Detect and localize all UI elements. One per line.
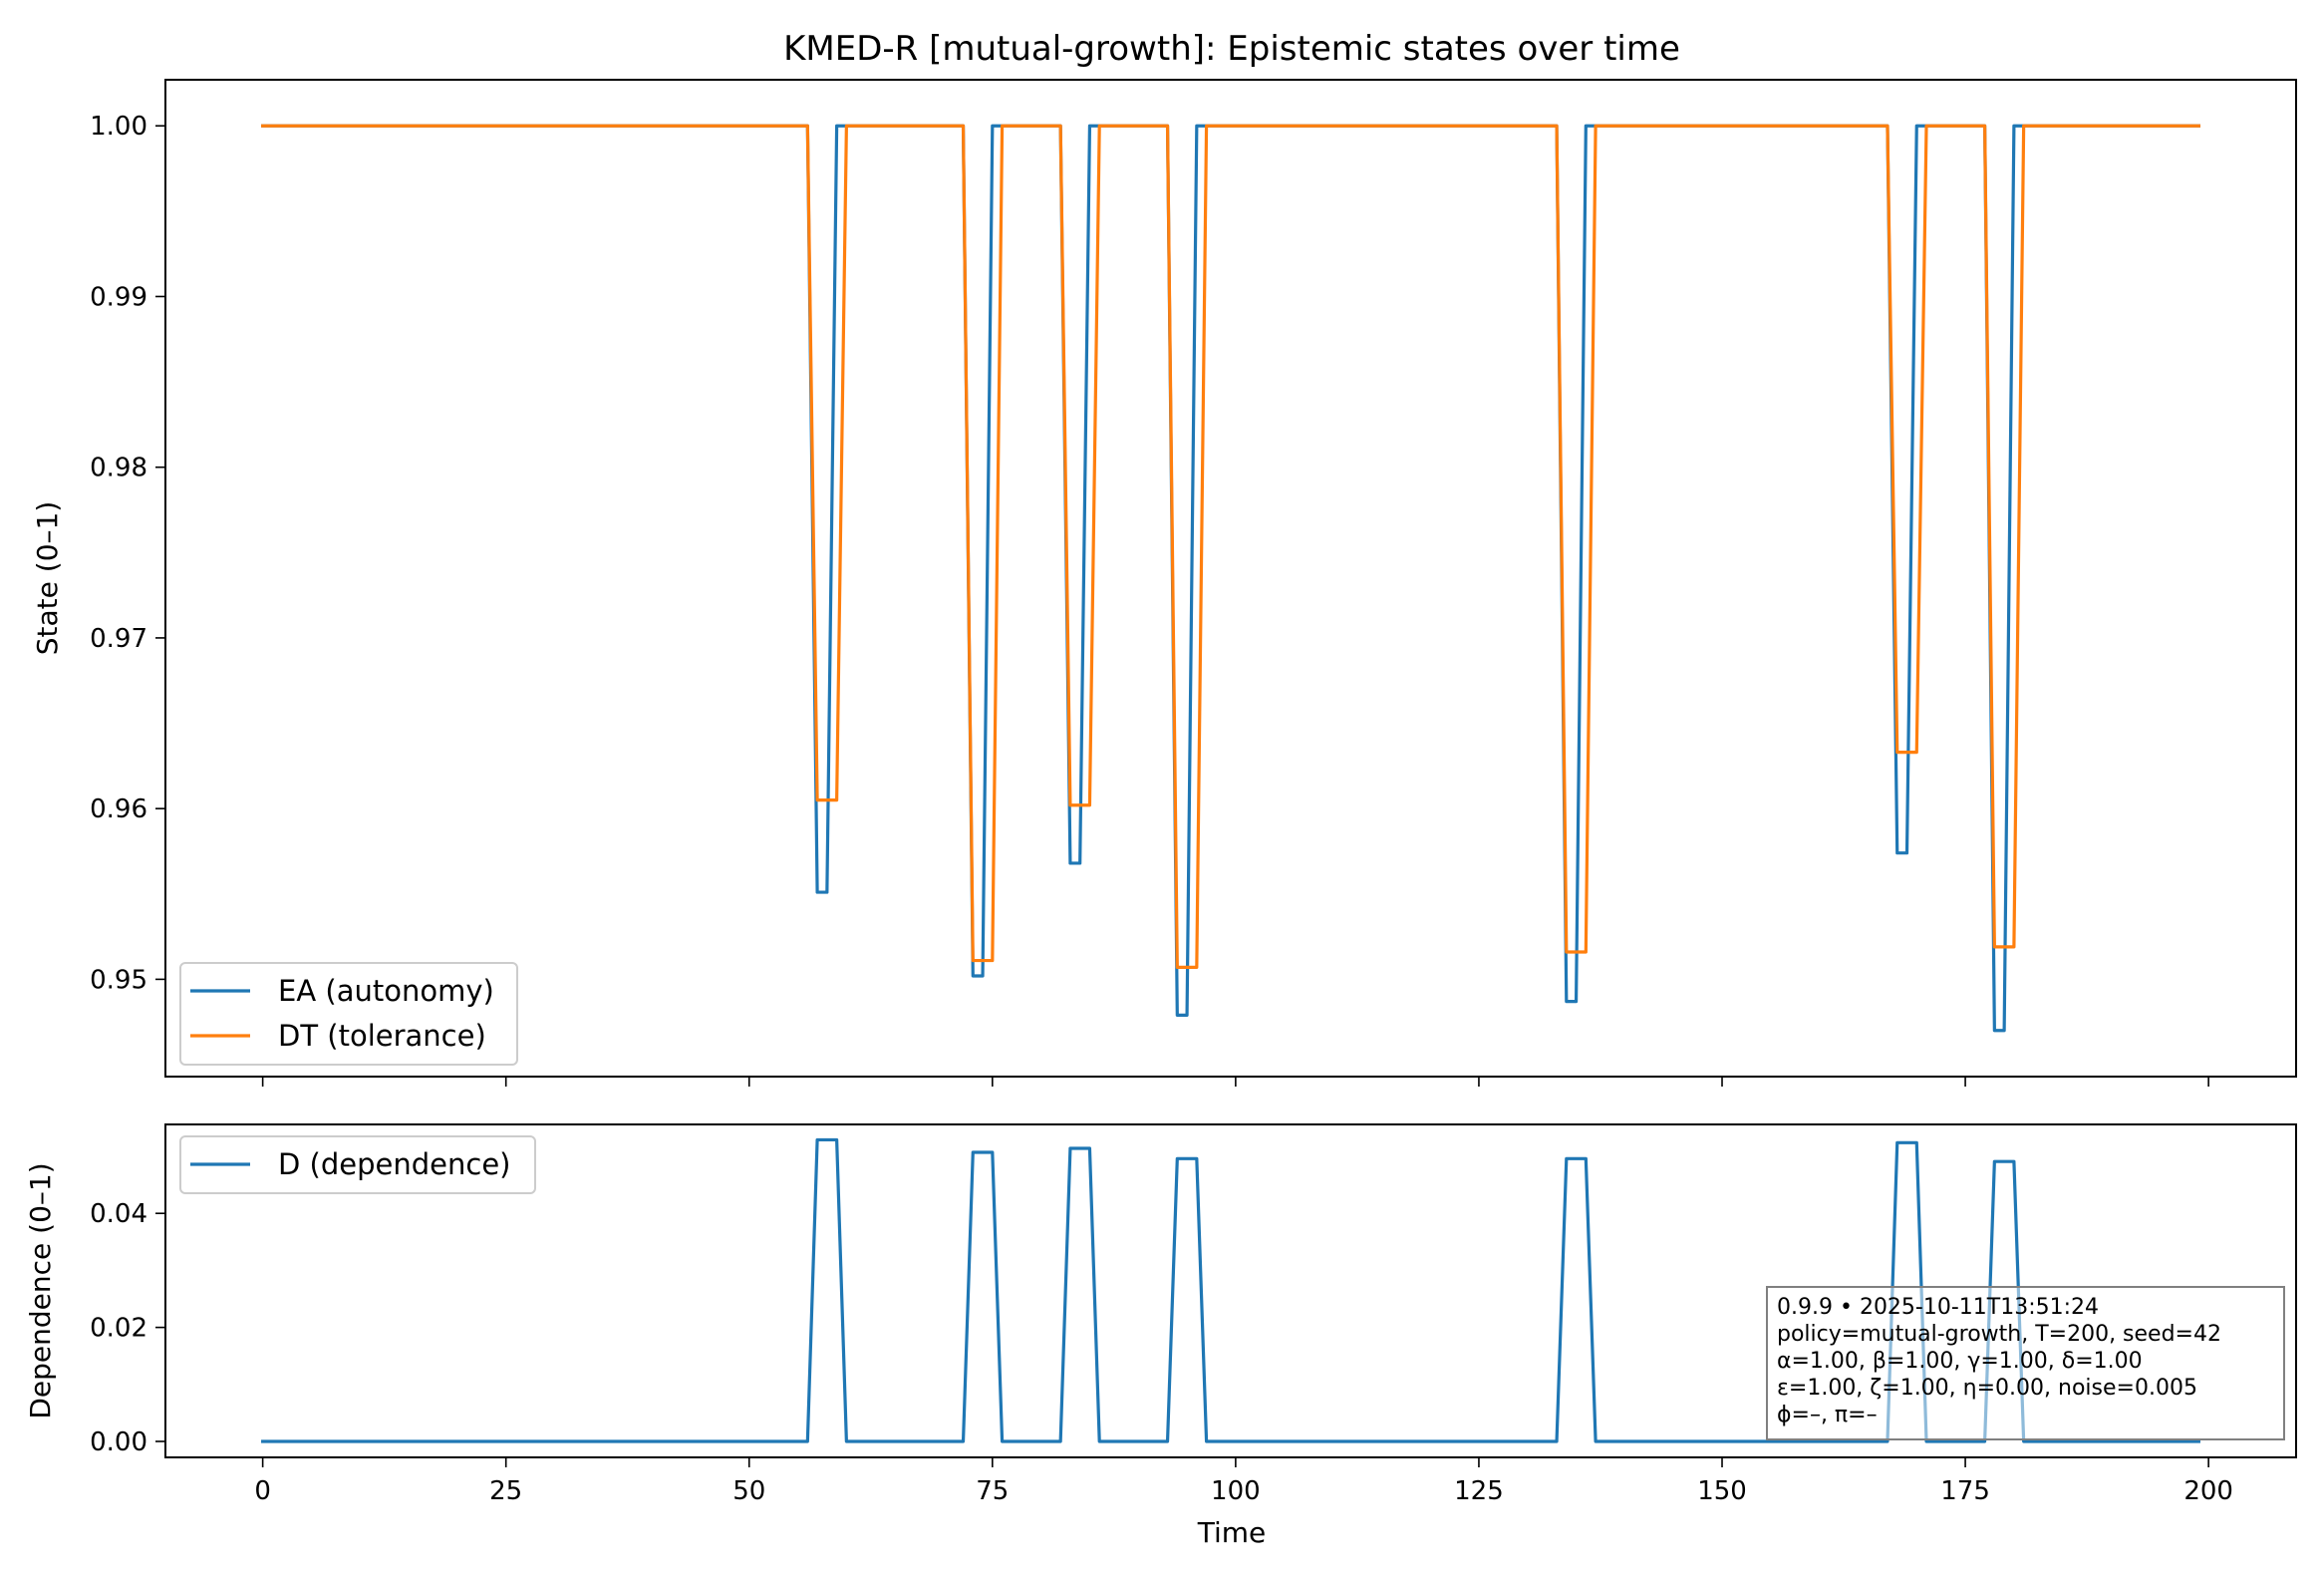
run-info-frame [1766,1286,2285,1440]
dependence-y-tick-label-2: 0.04 [90,1199,147,1229]
dependence-legend-frame [179,1135,536,1194]
state-axis-ticks: 0.95 0.96 0.97 0.98 0.99 1.00 [90,112,2209,1087]
dependence-y-tick-label-0: 0.00 [90,1427,147,1457]
run-info-line-params-3: ϕ=–, π=– [1777,1403,1878,1427]
dependence-x-tick-label-8: 200 [2183,1476,2233,1506]
legend-label-ea: EA (autonomy) [278,974,494,1008]
state-y-tick-label-0: 0.95 [90,965,147,995]
dependence-plot-frame [164,1123,2297,1458]
state-legend: EA (autonomy) DT (tolerance) [179,962,518,1066]
run-info-line-version: 0.9.9 • 2025-10-11T13:51:24 [1777,1295,2099,1320]
state-y-tick-label-3: 0.98 [90,454,147,483]
dependence-legend: D (dependence) [179,1135,536,1194]
state-series-line-1 [261,124,2200,970]
state-y-axis-label: State (0–1) [31,501,64,656]
dependence-y-axis-label: Dependence (0–1) [24,1162,57,1419]
state-series-group [261,124,2200,1033]
run-info-line-params-1: α=1.00, β=1.00, γ=1.00, δ=1.00 [1777,1349,2143,1374]
state-y-tick-label-2: 0.97 [90,624,147,654]
legend-label-dt: DT (tolerance) [278,1019,486,1053]
state-panel: KMED-R [mutual-growth]: Epistemic states… [31,29,2297,1087]
run-info-box: 0.9.9 • 2025-10-11T13:51:24 policy=mutua… [1766,1286,2285,1440]
legend-label-d: D (dependence) [278,1147,510,1181]
dependence-panel: 0 25 50 75 100 125 150 175 200 0.00 0.02 0.04 Depen… [24,1123,2297,1549]
dependence-y-tick-label-1: 0.02 [90,1314,147,1344]
dependence-x-tick-label-0: 0 [254,1476,271,1506]
state-legend-frame [179,962,518,1066]
dependence-x-tick-label-6: 150 [1697,1476,1747,1506]
state-y-tick-label-5: 1.00 [90,112,147,142]
chart-title: KMED-R [mutual-growth]: Epistemic states… [783,29,1680,69]
dependence-x-tick-label-4: 100 [1211,1476,1261,1506]
dependence-series-group [261,1137,2200,1443]
state-y-tick-label-1: 0.96 [90,794,147,824]
run-info-line-policy: policy=mutual-growth, T=200, seed=42 [1777,1322,2221,1347]
dependence-series-line-0 [261,1137,2200,1443]
state-plot-frame [164,79,2297,1078]
dependence-x-tick-label-1: 25 [489,1476,522,1506]
run-info-line-params-2: ε=1.00, ζ=1.00, η=0.00, noise=0.005 [1777,1376,2197,1401]
dependence-x-tick-label-7: 175 [1940,1476,1990,1506]
x-axis-label: Time [1197,1516,1267,1549]
dependence-x-tick-label-2: 50 [732,1476,765,1506]
dependence-axis-ticks: 0 25 50 75 100 125 150 175 200 0.00 0.02 0.04 [90,1199,2233,1506]
dependence-x-tick-label-3: 75 [976,1476,1009,1506]
state-y-tick-label-4: 0.99 [90,282,147,312]
dependence-x-tick-label-5: 125 [1454,1476,1504,1506]
